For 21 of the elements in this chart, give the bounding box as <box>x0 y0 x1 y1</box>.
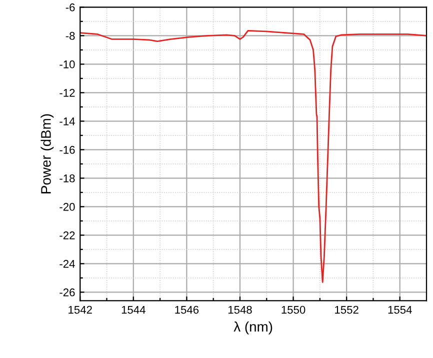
y-tick-label: -8 <box>66 32 75 40</box>
x-tick-label: 1550 <box>282 306 306 314</box>
y-tick-label: -20 <box>60 202 75 211</box>
line-series <box>80 30 427 283</box>
x-axis-title: λ (nm) <box>234 321 272 334</box>
x-tick-label: 1554 <box>388 306 412 314</box>
y-tick-label: -22 <box>60 231 75 240</box>
x-tick-label: 1542 <box>68 306 92 314</box>
y-tick-label: -16 <box>60 146 75 154</box>
x-tick-label: 1552 <box>335 306 358 314</box>
y-tick-label: -24 <box>60 260 75 268</box>
y-tick-label: -6 <box>66 3 75 12</box>
x-tick-label: 1546 <box>175 306 199 314</box>
y-tick-label: -12 <box>60 88 75 97</box>
y-axis-title: Power (dBm) <box>40 114 54 194</box>
y-tick-label: -26 <box>60 288 75 296</box>
y-tick-label: -14 <box>60 118 75 126</box>
y-tick-label: -10 <box>60 60 75 68</box>
x-tick-label: 1544 <box>122 306 146 314</box>
x-tick-label: 1548 <box>228 306 252 314</box>
y-tick-label: -18 <box>60 174 75 182</box>
